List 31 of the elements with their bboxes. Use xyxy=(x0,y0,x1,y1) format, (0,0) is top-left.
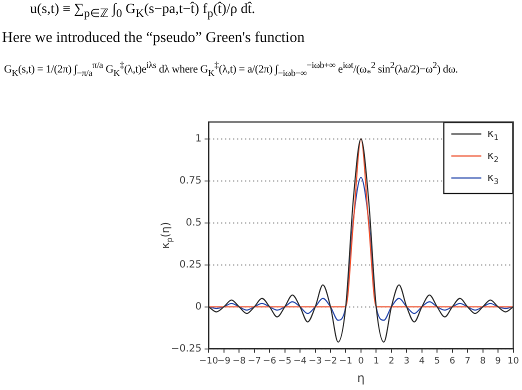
x-tick-label: 10 xyxy=(508,356,520,367)
x-tick-label: 6 xyxy=(449,356,456,367)
x-tick-label: −7 xyxy=(248,356,261,367)
y-tick-label: 0.5 xyxy=(186,217,202,228)
x-tick-label: 2 xyxy=(388,356,394,367)
x-tick-label: −2 xyxy=(324,356,338,367)
x-tick-label: 0 xyxy=(358,356,364,367)
x-tick-label: −1 xyxy=(339,356,352,367)
x-tick-label: 1 xyxy=(373,356,380,367)
x-tick-label: 5 xyxy=(434,356,440,367)
x-tick-label: −9 xyxy=(217,356,231,367)
x-tick-label: −8 xyxy=(232,356,246,367)
y-tick-label: 0.25 xyxy=(179,259,202,270)
x-tick-label: −10 xyxy=(199,356,218,367)
x-tick-label: 3 xyxy=(404,356,410,367)
x-tick-label: 8 xyxy=(480,356,486,367)
text: u(s,t) ≡ ∑$_{p∈ℤ}$ ∫$_{0}$ G$_{K}$(s−pa,t−t̂) f$_{p}$(t̂)/ρ dt̂. xyxy=(30,2,256,20)
x-tick-label: −4 xyxy=(293,356,307,367)
x-tick-label: 9 xyxy=(495,356,502,367)
y-tick-label: 1 xyxy=(195,133,202,144)
text: Here we introduced the “pseudo” Green's function xyxy=(2,30,305,47)
x-tick-label: −3 xyxy=(308,356,322,367)
y-tick-label: 0 xyxy=(195,301,202,312)
x-tick-label: −5 xyxy=(278,356,292,367)
y-tick-label: −0.25 xyxy=(170,343,202,354)
y-tick-label: 0.75 xyxy=(179,175,202,186)
x-tick-label: 4 xyxy=(419,356,426,367)
x-tick-label: 7 xyxy=(464,356,470,367)
text: G$_{K}$(s,t) = 1/(2π) ∫$_{−π/a}$$^{π/a}$ G$_{K}$$^{‡}$(λ,t)e$^{iλs}$ dλ where G$_{K}$$^{‡}$(λ,t) = a/(2π) ∫$_{−iωb−∞}$$^{−iωb+∞}$ e$^{iωt}$/(ω$_{*}$$^{2}$ sin$^{2}$(λa/2)−ω$^{2}$) dω. xyxy=(4,60,458,78)
x-axis-title: η xyxy=(357,370,365,385)
x-tick-label: −6 xyxy=(262,356,276,367)
